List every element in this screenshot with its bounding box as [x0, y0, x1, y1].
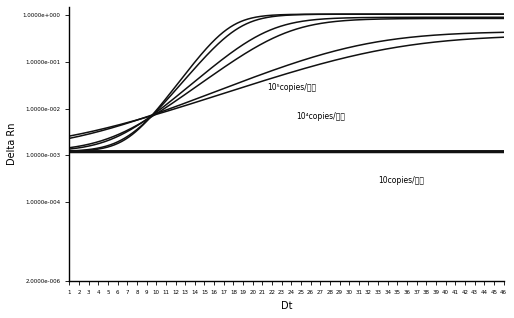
Text: 10⁵copies/反应: 10⁵copies/反应	[267, 83, 316, 92]
Y-axis label: Delta Rn: Delta Rn	[7, 123, 17, 165]
Text: 10⁴copies/反应: 10⁴copies/反应	[296, 112, 345, 121]
Text: 10copies/反应: 10copies/反应	[378, 176, 424, 185]
X-axis label: Dt: Dt	[281, 301, 292, 311]
